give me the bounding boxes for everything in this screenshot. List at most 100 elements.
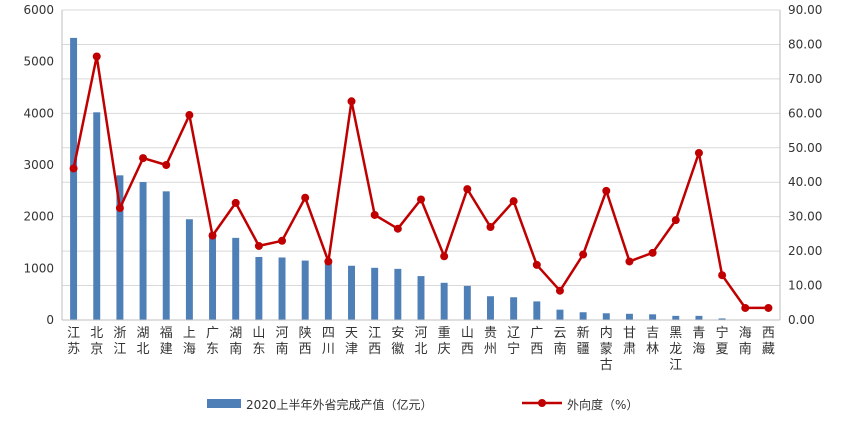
category-label: 河北	[414, 326, 427, 357]
category-label: 山东	[252, 326, 265, 357]
bar	[348, 265, 355, 320]
line-point	[602, 186, 611, 195]
line-point	[463, 185, 472, 194]
category-label: 重庆	[438, 325, 451, 357]
category-label: 浙江	[113, 326, 126, 357]
left-y-tick-label: 6000	[23, 3, 54, 17]
category-label: 广西	[530, 326, 543, 357]
left-y-tick-label: 2000	[23, 210, 54, 224]
line-point	[671, 216, 680, 225]
line-point	[301, 193, 310, 202]
legend-line-marker	[538, 399, 546, 407]
line-point	[185, 111, 194, 120]
right-y-tick-label: 40.00	[788, 175, 822, 189]
x-axis-category-labels: 江苏北京浙江湖北福建上海广东湖南山东河南陕西四川天津江西安徽河北重庆山西贵州辽宁…	[67, 325, 775, 373]
category-label: 陕西	[299, 326, 312, 357]
bar	[324, 262, 332, 320]
category-label: 辽宁	[507, 326, 520, 357]
category-label: 贵州	[484, 326, 497, 357]
category-label: 福建	[160, 326, 173, 357]
bar	[116, 175, 124, 320]
bar	[487, 296, 494, 320]
legend-bar-label: 2020上半年外省完成产值（亿元）	[246, 397, 433, 412]
bar	[301, 260, 309, 320]
line-point	[694, 148, 703, 157]
bar-series	[70, 37, 772, 321]
category-label: 湖北	[137, 326, 150, 357]
line-point	[555, 286, 564, 295]
legend-line-label: 外向度（%）	[567, 397, 638, 412]
bar	[463, 285, 471, 320]
line-point	[509, 197, 518, 206]
category-label: 山西	[461, 326, 474, 357]
right-y-tick-label: 80.00	[788, 37, 822, 51]
bar	[672, 315, 680, 320]
category-label: 甘肃	[623, 326, 636, 357]
line-point	[139, 154, 148, 163]
line-point	[579, 250, 588, 259]
bar	[718, 318, 726, 320]
bar	[232, 237, 240, 320]
line-point	[741, 303, 750, 312]
line-point	[92, 52, 101, 61]
right-y-tick-label: 70.00	[788, 72, 822, 86]
gridlines	[62, 9, 780, 321]
category-label: 西藏	[762, 326, 775, 357]
line-point	[625, 257, 634, 266]
right-y-tick-label: 90.00	[788, 3, 822, 17]
line-point	[648, 248, 657, 257]
right-y-tick-label: 10.00	[788, 279, 822, 293]
line-point	[393, 224, 402, 233]
bar	[695, 315, 703, 320]
category-label: 四川	[322, 326, 335, 357]
category-label: 内蒙古	[600, 325, 613, 373]
line-point	[254, 241, 263, 250]
category-label: 黑龙江	[669, 326, 682, 373]
line-point	[370, 210, 379, 219]
bar	[209, 232, 217, 320]
bar	[533, 301, 541, 320]
bar	[556, 309, 564, 320]
legend: 2020上半年外省完成产值（亿元） 外向度（%）	[207, 397, 638, 412]
bar	[625, 313, 633, 320]
line-point	[486, 223, 495, 231]
line-point	[208, 231, 217, 240]
category-label: 江西	[368, 326, 381, 357]
bar	[579, 312, 587, 320]
category-label: 宁夏	[716, 325, 729, 357]
line-point	[231, 198, 240, 207]
category-label: 河南	[276, 326, 289, 357]
axes	[61, 10, 781, 321]
left-y-tick-label: 0	[46, 313, 54, 327]
right-y-axis-ticks: 0.00 10.00 20.00 30.00 40.00 50.00 60.00 70.00 8…	[788, 3, 822, 327]
line-point	[69, 164, 78, 173]
line-point	[417, 195, 425, 204]
bar	[278, 257, 286, 320]
bar	[417, 276, 425, 320]
line-point	[718, 271, 727, 280]
category-label: 北京	[90, 326, 103, 357]
left-y-tick-label: 1000	[23, 261, 54, 275]
bar	[440, 282, 448, 320]
bar	[139, 182, 147, 320]
line-point	[278, 236, 287, 245]
line-point	[162, 161, 171, 169]
line-point	[347, 97, 356, 106]
category-label: 湖南	[229, 326, 242, 357]
right-y-tick-label: 60.00	[788, 106, 822, 120]
category-label: 新疆	[577, 325, 590, 357]
right-y-tick-label: 0.00	[788, 313, 815, 327]
category-label: 吉林	[646, 326, 659, 357]
category-label: 青海	[692, 326, 705, 357]
right-y-tick-label: 30.00	[788, 210, 822, 224]
bar	[602, 313, 610, 320]
left-y-tick-label: 5000	[23, 55, 54, 69]
bar	[510, 297, 518, 320]
bar	[185, 219, 193, 320]
bar	[649, 314, 657, 320]
category-label: 海南	[739, 326, 752, 357]
legend-bar-swatch	[207, 399, 241, 408]
line-point	[440, 252, 449, 261]
bar	[93, 112, 101, 320]
